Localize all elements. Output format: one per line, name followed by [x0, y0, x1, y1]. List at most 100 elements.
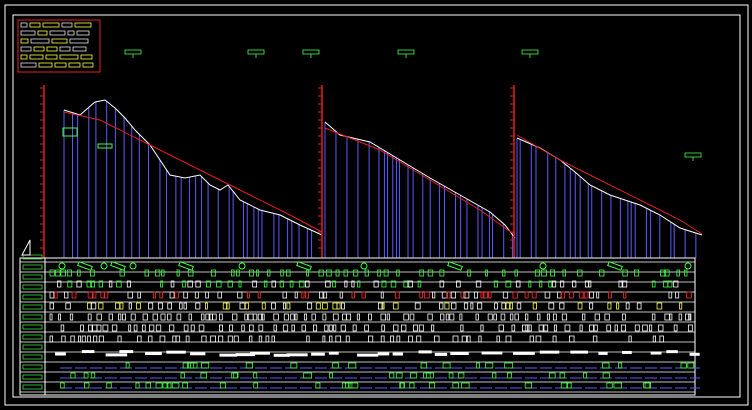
table-cell: [396, 335, 401, 343]
table-cell: [623, 291, 627, 299]
table-cell: [98, 335, 104, 343]
legend-cell: [74, 22, 92, 28]
table-cell: [569, 335, 575, 343]
table-cell: [122, 313, 126, 321]
table-cell: [237, 291, 243, 299]
table-cell: [244, 302, 249, 310]
table-cell: [616, 302, 620, 310]
table-cell: [229, 324, 234, 332]
table-cell: [305, 291, 310, 299]
table-cell: [561, 313, 568, 321]
table-cell: [169, 291, 175, 299]
bottom-cell: [60, 382, 65, 389]
table-cell: [377, 302, 384, 310]
table-cell: [675, 291, 680, 299]
bottom-cell: [399, 382, 405, 389]
table-cell: [258, 335, 263, 343]
table-cell: [380, 335, 385, 343]
bottom-cell: [680, 362, 687, 369]
bottom-cell: [504, 362, 514, 369]
table-cell: [579, 291, 585, 299]
table-cell: [176, 269, 180, 277]
table-cell: [49, 313, 53, 321]
table-cell: [273, 313, 279, 321]
table-cell: [409, 313, 415, 321]
table-cell: [514, 269, 518, 277]
table-cell: [439, 269, 445, 277]
table-cell: [313, 324, 318, 332]
bottom-cell: [409, 382, 415, 389]
table-cell: [538, 324, 545, 332]
table-cell: [431, 324, 435, 332]
table-cell: [90, 269, 95, 277]
bottom-cell: [125, 362, 130, 369]
row-label: [22, 284, 43, 290]
table-cell: [686, 291, 692, 299]
table-cell: [98, 302, 104, 310]
table-cell: [364, 324, 369, 332]
design-profile: [324, 127, 516, 236]
table-cell: [279, 280, 285, 288]
table-cell: [343, 269, 349, 277]
table-cell: [656, 302, 663, 310]
table-cell: [96, 313, 102, 321]
table-cell: [582, 313, 586, 321]
table-cell: [217, 291, 223, 299]
bottom-cell: [643, 382, 651, 389]
table-cell: [332, 280, 337, 288]
table-cell: [133, 324, 138, 332]
table-cell: [515, 280, 521, 288]
row-label: [22, 264, 43, 270]
structure-mark: [650, 351, 662, 355]
table-cell: [87, 291, 94, 299]
structure-mark: [105, 353, 128, 357]
table-cell: [528, 324, 532, 332]
table-cell: [333, 324, 337, 332]
table-cell: [351, 291, 355, 299]
table-cell: [524, 291, 529, 299]
curve-mark: [178, 261, 194, 271]
table-cell: [403, 313, 409, 321]
table-cell: [351, 280, 355, 288]
legend-cells: [20, 22, 94, 68]
table-cell: [205, 313, 211, 321]
table-cell: [167, 302, 172, 310]
table-cell: [419, 269, 425, 277]
table-cell: [596, 291, 600, 299]
table-cell: [271, 280, 276, 288]
table-cell: [282, 302, 286, 310]
table-cell: [663, 269, 670, 277]
table-cell: [65, 302, 71, 310]
table-cell: [559, 302, 565, 310]
structure-mark: [539, 350, 560, 354]
table-cell: [322, 302, 328, 310]
bottom-cell: [602, 372, 610, 379]
table-cell: [49, 269, 55, 277]
table-cell: [390, 280, 397, 288]
table-cell: [157, 302, 163, 310]
table-cell: [87, 313, 92, 321]
table-cell: [341, 302, 345, 310]
bottom-cell: [560, 382, 569, 389]
legend-cell: [59, 46, 71, 52]
table-cell: [535, 335, 542, 343]
table-cell: [102, 324, 109, 332]
table-cell: [190, 324, 195, 332]
bottom-cell: [182, 382, 189, 389]
table-cell: [542, 324, 549, 332]
table-cell: [55, 269, 61, 277]
legend-cell: [45, 54, 58, 60]
outer-frame: [4, 4, 749, 406]
table-cell: [247, 291, 250, 299]
table-cell: [127, 291, 134, 299]
table-cell: [364, 269, 369, 277]
table-cell: [160, 280, 164, 288]
table-cell: [167, 313, 172, 321]
bottom-cell: [290, 362, 298, 369]
table-cell: [258, 324, 264, 332]
row-label: [22, 344, 43, 350]
table-cell: [201, 335, 207, 343]
table-cell: [322, 291, 328, 299]
table-cell: [227, 280, 233, 288]
table-cell: [502, 269, 506, 277]
